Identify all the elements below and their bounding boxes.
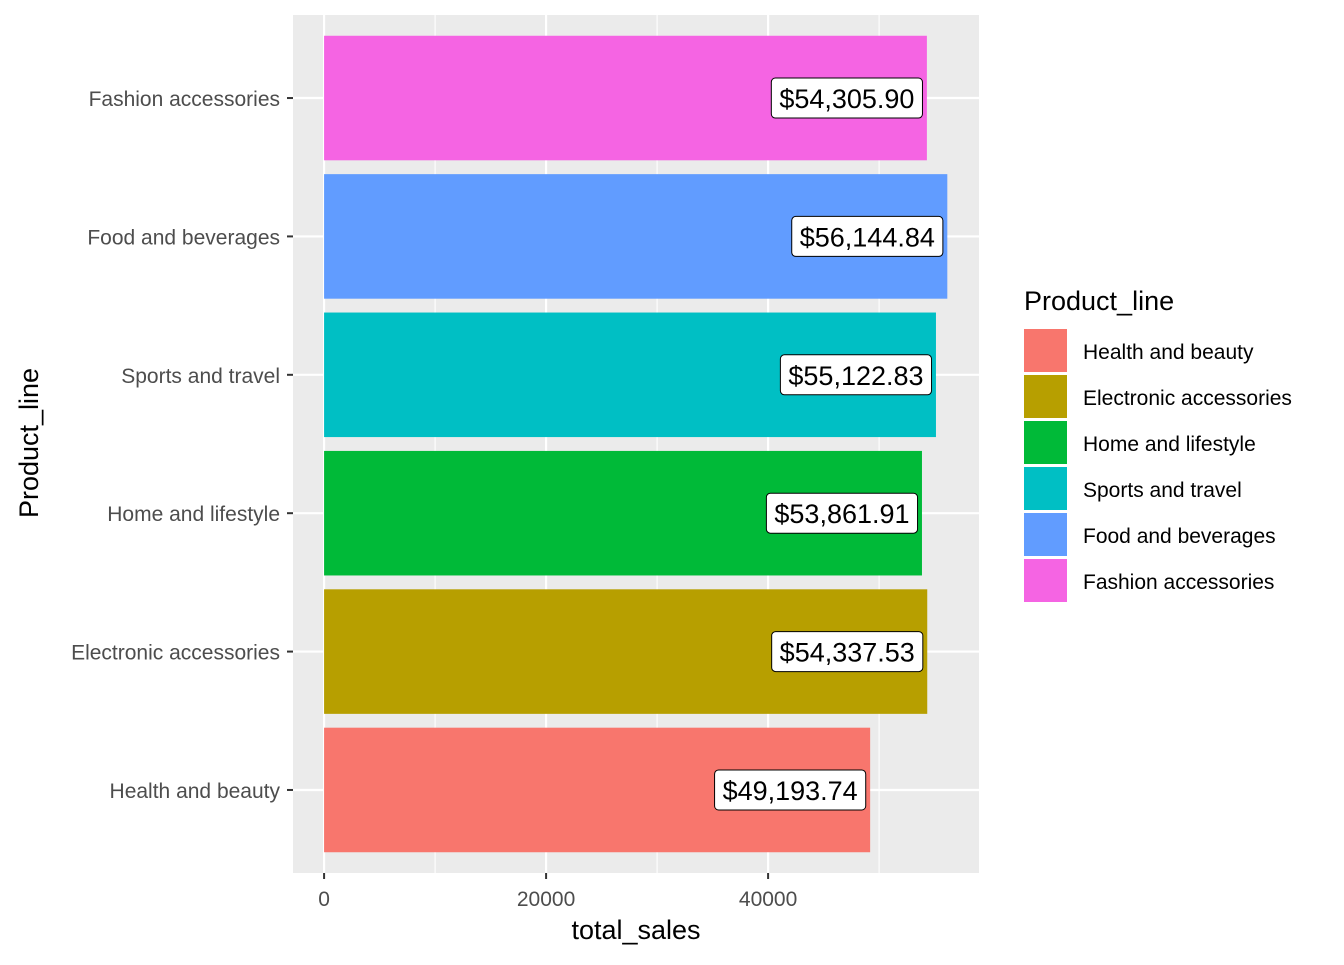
x-axis-title: total_sales <box>571 915 700 945</box>
value-label: $53,861.91 <box>765 492 919 534</box>
legend-label: Fashion accessories <box>1083 571 1274 594</box>
value-label-box <box>770 77 923 119</box>
legend-swatch <box>1024 513 1067 556</box>
value-label-text: $54,337.53 <box>780 638 915 668</box>
legend-item: Home and lifestyle <box>1024 421 1256 464</box>
value-label-text: $49,193.74 <box>723 776 858 806</box>
y-tick-label: Sports and travel <box>121 365 280 388</box>
value-label: $49,193.74 <box>714 769 867 811</box>
value-labels-group: $49,193.74 $54,337.53 $53,861.91 $55,122.83… <box>714 77 944 811</box>
legend-label: Home and lifestyle <box>1083 433 1256 456</box>
legend-items: Health and beauty Electronic accessories H… <box>1024 329 1292 602</box>
value-label-text: $55,122.83 <box>788 361 923 391</box>
legend-swatch <box>1024 375 1067 418</box>
y-tick-label: Electronic accessories <box>71 642 280 665</box>
y-tick-label: Food and beverages <box>87 226 280 249</box>
value-label-box <box>791 215 944 257</box>
value-label-text: $56,144.84 <box>800 222 935 252</box>
value-label-text: $54,305.90 <box>779 84 914 114</box>
x-tick-label: 0 <box>318 888 330 911</box>
x-tick-label: 40000 <box>739 888 797 911</box>
value-label-box <box>765 492 919 534</box>
legend-label: Health and beauty <box>1083 341 1254 364</box>
y-tick-label: Home and lifestyle <box>107 503 280 526</box>
legend-swatch <box>1024 329 1067 372</box>
legend-item: Food and beverages <box>1024 513 1276 556</box>
legend-swatch <box>1024 421 1067 464</box>
legend-label: Food and beverages <box>1083 525 1276 548</box>
y-axis-title: Product_line <box>14 368 44 518</box>
legend-item: Electronic accessories <box>1024 375 1292 418</box>
value-label: $56,144.84 <box>791 215 944 257</box>
legend-swatch <box>1024 559 1067 602</box>
x-tick-label: 20000 <box>517 888 575 911</box>
legend-label: Electronic accessories <box>1083 387 1292 410</box>
legend-item: Fashion accessories <box>1024 559 1274 602</box>
value-label: $54,305.90 <box>770 77 923 119</box>
legend: Product_line Health and beauty Electronic… <box>1024 286 1292 602</box>
legend-title: Product_line <box>1024 286 1174 316</box>
value-label-box <box>779 354 933 396</box>
value-label: $55,122.83 <box>779 354 933 396</box>
legend-swatch <box>1024 467 1067 510</box>
axes-group: 0 20000 40000 Health and beauty Electronic a… <box>71 88 797 911</box>
legend-item: Health and beauty <box>1024 329 1254 372</box>
y-tick-label: Fashion accessories <box>89 88 280 111</box>
y-tick-label: Health and beauty <box>110 780 281 803</box>
legend-item: Sports and travel <box>1024 467 1242 510</box>
legend-label: Sports and travel <box>1083 479 1242 502</box>
value-label-box <box>771 631 924 673</box>
value-label-box <box>714 769 867 811</box>
value-label-text: $53,861.91 <box>774 499 909 529</box>
value-label: $54,337.53 <box>771 631 924 673</box>
